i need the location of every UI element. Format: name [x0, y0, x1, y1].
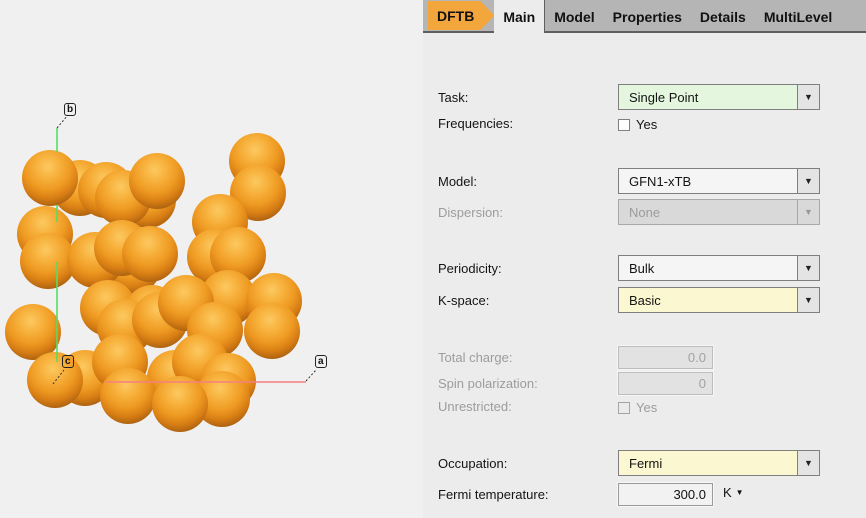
tab-properties[interactable]: Properties	[612, 8, 682, 25]
frequencies-checkbox[interactable]	[618, 118, 630, 131]
atom-sphere[interactable]	[100, 368, 156, 424]
task-dropdown[interactable]: Single Point ▼	[618, 84, 820, 110]
chevron-down-icon[interactable]: ▼	[797, 85, 819, 109]
atoms-layer	[0, 0, 423, 518]
atom-sphere[interactable]	[20, 233, 76, 289]
periodicity-label: Periodicity:	[438, 261, 502, 276]
frequencies-label: Frequencies:	[438, 116, 514, 131]
atom-sphere[interactable]	[152, 376, 208, 432]
row-total-charge: Total charge: 0.0	[423, 346, 866, 369]
chevron-down-icon[interactable]: ▼	[797, 169, 819, 193]
tab-strip: Main Model Properties Details MultiLevel	[494, 0, 841, 33]
fermi-temperature-label: Fermi temperature:	[438, 487, 549, 502]
atom-sphere[interactable]	[129, 153, 185, 209]
dispersion-dropdown: None ▼	[618, 199, 820, 225]
tab-dftb[interactable]: DFTB	[428, 1, 495, 30]
model-dropdown[interactable]: GFN1-xTB ▼	[618, 168, 820, 194]
row-unrestricted: Unrestricted: Yes	[423, 399, 866, 415]
row-task: Task: Single Point ▼	[423, 84, 866, 110]
kspace-dropdown[interactable]: Basic ▼	[618, 287, 820, 313]
occupation-value: Fermi	[629, 455, 663, 471]
unrestricted-checkbox-label: Yes	[636, 400, 658, 415]
dispersion-value: None	[629, 204, 661, 220]
task-label: Task:	[438, 89, 469, 105]
tab-details[interactable]: Details	[699, 8, 746, 25]
row-periodicity: Periodicity: Bulk ▼	[423, 255, 866, 282]
row-frequencies: Frequencies: Yes	[423, 116, 866, 132]
molecule-viewer[interactable]: b c a	[0, 0, 423, 518]
atom-sphere[interactable]	[27, 352, 83, 408]
frequencies-checkbox-group: Yes	[618, 117, 657, 132]
dispersion-label: Dispersion:	[438, 204, 504, 220]
chevron-down-icon[interactable]: ▼	[797, 256, 819, 280]
chevron-down-icon[interactable]: ▼	[797, 451, 819, 475]
row-model: Model: GFN1-xTB ▼	[423, 168, 866, 194]
unit-label: K	[723, 485, 732, 500]
tab-main[interactable]: Main	[494, 0, 546, 33]
chevron-down-icon: ▼	[797, 200, 819, 224]
model-value: GFN1-xTB	[629, 173, 692, 189]
spin-polarization-label: Spin polarization:	[438, 376, 538, 391]
row-dispersion: Dispersion: None ▼	[423, 199, 866, 225]
dftb-settings-panel: DFTB Main Model Properties Details MultiLeve…	[423, 0, 866, 518]
total-charge-field: 0.0	[618, 346, 713, 369]
row-occupation: Occupation: Fermi ▼	[423, 450, 866, 477]
total-charge-label: Total charge:	[438, 350, 513, 365]
settings-form: Task: Single Point ▼ Frequencies: Yes Mo…	[423, 33, 866, 518]
tab-bar: DFTB Main Model Properties Details MultiLeve…	[423, 0, 866, 33]
task-value: Single Point	[629, 89, 699, 105]
occupation-label: Occupation:	[438, 456, 508, 471]
tab-model[interactable]: Model	[554, 8, 595, 25]
row-spin-polarization: Spin polarization: 0	[423, 372, 866, 395]
axis-label-b: b	[64, 103, 77, 116]
occupation-dropdown[interactable]: Fermi ▼	[618, 450, 820, 476]
axis-label-c: c	[62, 355, 74, 368]
fermi-temperature-field[interactable]: 300.0	[618, 483, 713, 506]
atom-sphere[interactable]	[122, 226, 178, 282]
chevron-down-icon[interactable]: ▼	[797, 288, 819, 312]
spin-polarization-field: 0	[618, 372, 713, 395]
atom-sphere[interactable]	[244, 303, 300, 359]
unrestricted-checkbox	[618, 401, 630, 414]
row-kspace: K-space: Basic ▼	[423, 287, 866, 314]
frequencies-checkbox-label: Yes	[636, 117, 658, 132]
periodicity-dropdown[interactable]: Bulk ▼	[618, 255, 820, 281]
fermi-temperature-unit-selector[interactable]: K ▼	[723, 485, 744, 500]
atom-sphere[interactable]	[22, 150, 78, 206]
axis-label-a: a	[315, 355, 327, 368]
kspace-label: K-space:	[438, 293, 490, 308]
chevron-down-icon: ▼	[735, 488, 744, 497]
atom-sphere[interactable]	[5, 304, 61, 360]
unrestricted-checkbox-group: Yes	[618, 400, 657, 415]
kspace-value: Basic	[629, 292, 661, 308]
unrestricted-label: Unrestricted:	[438, 399, 512, 414]
periodicity-value: Bulk	[629, 260, 655, 276]
model-label: Model:	[438, 173, 478, 189]
tab-multilevel[interactable]: MultiLevel	[763, 8, 833, 25]
row-fermi-temperature: Fermi temperature: 300.0 K ▼	[423, 483, 866, 506]
